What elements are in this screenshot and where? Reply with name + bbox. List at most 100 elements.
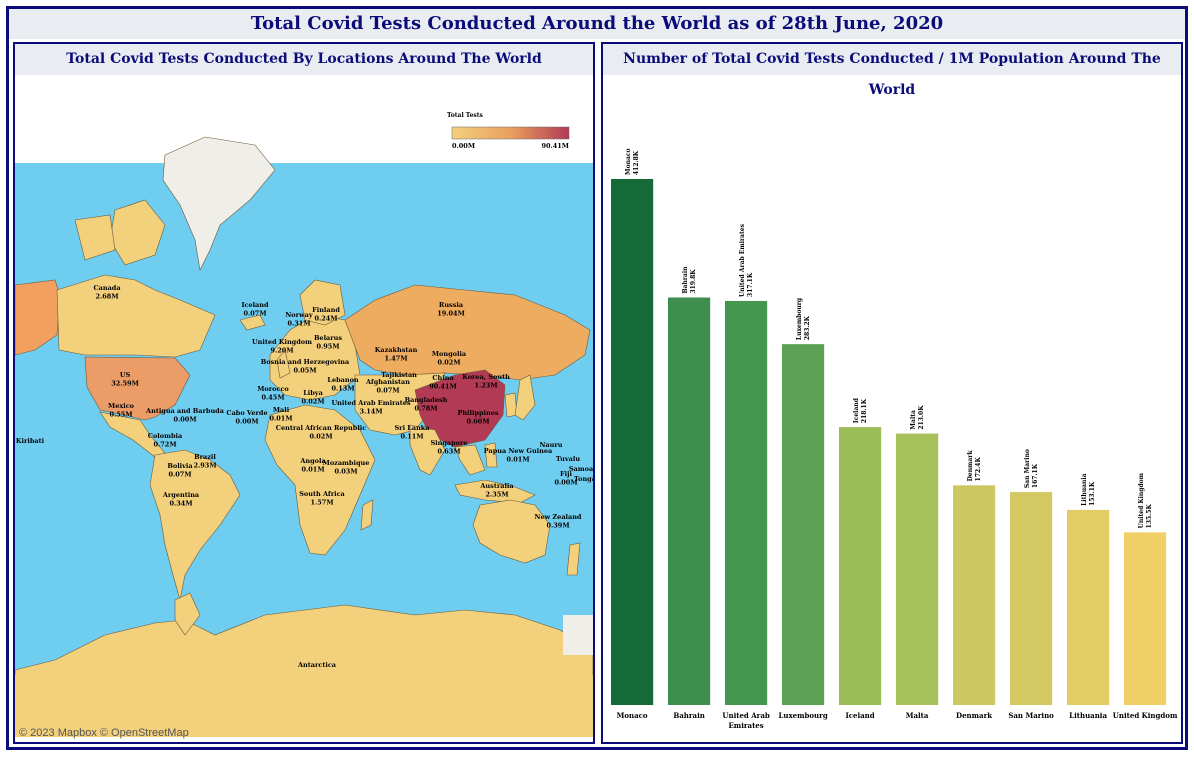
tick-label-san-marino: San Marino xyxy=(1008,711,1054,720)
map-label-brazil: Brazil xyxy=(194,453,216,461)
tick-label-bahrain: Bahrain xyxy=(673,711,705,720)
map-value-brazil: 2.93M xyxy=(193,462,216,470)
bar-label-lithuania: Lithuania 153.1K xyxy=(1081,473,1096,506)
bar-label-luxembourg: Luxembourg 283.2K xyxy=(796,297,811,340)
map-label-antigua-and-barbuda: Antigua and Barbuda xyxy=(145,407,225,415)
map-value-central-african-republic: 0.02M xyxy=(309,433,332,441)
map-label-bosnia-and-herzegovina: Bosnia and Herzegovina xyxy=(261,358,350,366)
map-label-tajikistan: Tajikistan xyxy=(381,371,417,379)
map-label-korea-south: Korea, South xyxy=(462,373,510,381)
map-value-iceland: 0.07M xyxy=(243,310,266,318)
map-value-cabo-verde: 0.00M xyxy=(235,418,258,426)
bar-luxembourg[interactable] xyxy=(782,344,825,705)
bar-malta[interactable] xyxy=(896,433,939,705)
map-label-central-african-republic: Central African Republic xyxy=(276,424,366,432)
bar-iceland[interactable] xyxy=(839,427,882,705)
map-value-lebanon: 0.13M xyxy=(331,385,354,393)
tick-label-denmark: Denmark xyxy=(956,711,992,720)
map-value-argentina: 0.34M xyxy=(169,500,192,508)
bar-label-bahrain: Bahrain 319.8K xyxy=(682,266,697,294)
bar-label-name-denmark: Denmark xyxy=(967,450,974,482)
map-value-south-africa: 1.57M xyxy=(310,499,333,507)
map-label-morocco: Morocco xyxy=(257,385,289,393)
map-value-kazakhstan: 1.47M xyxy=(384,355,407,363)
map-label-antarctica: Antarctica xyxy=(297,661,337,669)
bar-label-name-san-marino: San Marino xyxy=(1024,449,1031,488)
antarctica-shape xyxy=(15,604,593,696)
tick-label-united-kingdom: United Kingdom xyxy=(1113,711,1178,720)
bar-value-bahrain: 319.8K xyxy=(690,269,697,294)
bar-label-san-marino: San Marino 167.1K xyxy=(1024,449,1039,488)
india-shape xyxy=(409,424,446,476)
bar-bahrain[interactable] xyxy=(668,297,711,705)
map-label-sri-lanka: Sri Lanka xyxy=(394,424,430,432)
map-label-fiji: Fiji xyxy=(560,470,572,478)
map-value-libya: 0.02M xyxy=(301,398,324,406)
bar-lithuania[interactable] xyxy=(1067,509,1110,705)
map-value-mongolia: 0.02M xyxy=(437,359,460,367)
map-label-mexico: Mexico xyxy=(108,402,135,410)
page-title: Total Covid Tests Conducted Around the W… xyxy=(9,9,1185,39)
map-value-united-kingdom: 9.20M xyxy=(270,347,293,355)
map-value-antigua-and-barbuda: 0.00M xyxy=(173,416,196,424)
bar-label-name-bahrain: Bahrain xyxy=(682,266,689,294)
map-value-afghanistan: 0.07M xyxy=(376,387,399,395)
bar-united-kingdom[interactable] xyxy=(1124,532,1167,705)
bar-panel: Number of Total Covid Tests Conducted / … xyxy=(601,42,1183,744)
map-label-papua-new-guinea: Papua New Guinea xyxy=(484,447,553,455)
alaska-shape xyxy=(15,279,61,356)
colorbar-min-label: 0.00M xyxy=(452,142,475,150)
map-label-afghanistan: Afghanistan xyxy=(365,378,410,386)
map-value-angola: 0.01M xyxy=(301,466,324,474)
bar-label-iceland: Iceland 218.1K xyxy=(853,397,868,423)
map-value-canada: 2.68M xyxy=(95,293,118,301)
bar-label-monaco: Monaco 412.8K xyxy=(625,148,640,175)
map-panel-title: Total Covid Tests Conducted By Locations… xyxy=(15,44,593,75)
greenland-shape xyxy=(162,136,276,271)
map-label-mongolia: Mongolia xyxy=(432,350,467,358)
bar-value-iceland: 218.1K xyxy=(861,398,868,423)
colorbar-gradient xyxy=(451,126,570,140)
map-label-united-arab-emirates: United Arab Emirates xyxy=(331,399,410,407)
bar-value-luxembourg: 283.2K xyxy=(804,315,811,340)
bar-label-name-iceland: Iceland xyxy=(853,397,860,423)
bar-value-malta: 213.0K xyxy=(918,405,925,430)
map-attribution[interactable]: © 2023 Mapbox © OpenStreetMap xyxy=(19,727,189,739)
map-value-russia: 19.04M xyxy=(437,310,465,318)
tick-label-united-arab-emirates: United Arab xyxy=(722,711,770,720)
bar-united-arab-emirates[interactable] xyxy=(725,300,768,705)
tick-label-lithuania: Lithuania xyxy=(1069,711,1107,720)
map-label-colombia: Colombia xyxy=(148,432,183,440)
bar-value-united-kingdom: 135.5K xyxy=(1146,504,1153,529)
colorbar-max-label: 90.41M xyxy=(541,142,569,150)
map-value-singapore: 0.63M xyxy=(437,448,460,456)
map-panel: Total Covid Tests Conducted By Locations… xyxy=(13,42,595,744)
map-value-new-zealand: 0.39M xyxy=(546,522,569,530)
map-label-mozambique: Mozambique xyxy=(323,459,370,467)
map-value-philippines: 0.60M xyxy=(466,418,489,426)
map-value-bangladesh: 0.78M xyxy=(414,405,437,413)
map-value-finland: 0.24M xyxy=(314,315,337,323)
map-label-russia: Russia xyxy=(439,301,464,309)
map-value-mexico: 0.55M xyxy=(109,411,132,419)
map-label-us: US xyxy=(120,371,131,379)
bar-value-san-marino: 167.1K xyxy=(1032,463,1039,488)
bar-denmark[interactable] xyxy=(953,485,996,705)
bar-label-united-kingdom: United Kingdom 135.5K xyxy=(1138,472,1153,528)
map-label-iceland: Iceland xyxy=(241,301,269,309)
map-value-sri-lanka: 0.11M xyxy=(400,433,423,441)
bar-label-denmark: Denmark 172.4K xyxy=(967,450,982,482)
tick-label-luxembourg: Luxembourg xyxy=(778,711,827,720)
bar-monaco[interactable] xyxy=(611,179,654,705)
bar-value-monaco: 412.8K xyxy=(633,150,640,175)
bar-label-name-lithuania: Lithuania xyxy=(1081,473,1088,506)
bar-san-marino[interactable] xyxy=(1010,492,1053,705)
map-label-argentina: Argentina xyxy=(162,491,200,499)
map-value-mozambique: 0.03M xyxy=(334,468,357,476)
tick-label-united-arab-emirates-line2: Emirates xyxy=(728,721,763,730)
map-label-lebanon: Lebanon xyxy=(327,376,359,384)
map-label-tuvalu: Tuvalu xyxy=(556,455,580,463)
china-shape xyxy=(414,369,506,448)
